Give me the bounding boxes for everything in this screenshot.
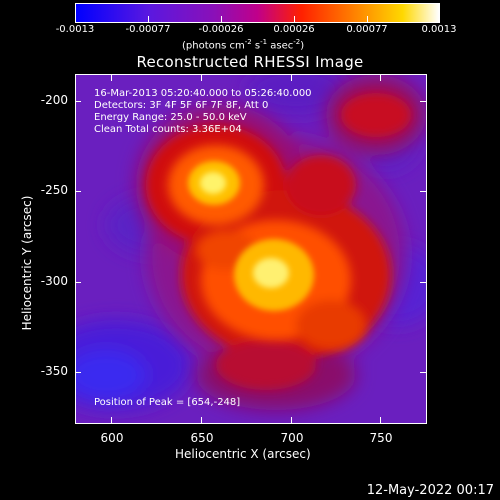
emission-map xyxy=(76,75,426,423)
info-time-range: 16-Mar-2013 05:20:40.000 to 05:26:40.000 xyxy=(94,88,312,99)
colorbar-tick-label: -0.00077 xyxy=(125,24,171,35)
x-axis-label: Heliocentric X (arcsec) xyxy=(175,447,311,461)
colorbar-tick-label: -0.00026 xyxy=(198,24,244,35)
colorbar-tick-label: 0.0013 xyxy=(421,24,457,35)
y-tick-label: -200 xyxy=(40,93,68,107)
info-energy-range: Energy Range: 25.0 - 50.0 keV xyxy=(94,112,247,123)
info-algorithm-counts: Clean Total counts: 3.36E+04 xyxy=(94,124,242,135)
colorbar xyxy=(75,3,440,23)
colorbar-gradient xyxy=(76,4,439,22)
y-tick-label: -250 xyxy=(40,183,68,197)
colorbar-tick-label: -0.0013 xyxy=(55,24,95,35)
x-tick-label: 750 xyxy=(369,431,393,445)
y-tick-label: -300 xyxy=(40,274,68,288)
peak-position: Position of Peak = [654,-248] xyxy=(94,397,241,408)
plot-title: Reconstructed RHESSI Image xyxy=(136,53,364,71)
colorbar-tick-label: 0.00026 xyxy=(273,24,315,35)
colorbar-unit-label: (photons cm-2 s-1 asec-2) xyxy=(182,38,305,52)
colorbar-tick-label: 0.00077 xyxy=(346,24,388,35)
x-tick-label: 600 xyxy=(100,431,124,445)
y-axis-label: Heliocentric Y (arcsec) xyxy=(20,195,34,331)
x-tick-label: 700 xyxy=(280,431,304,445)
plot-timestamp: 12-May-2022 00:17 xyxy=(366,483,494,498)
info-detectors: Detectors: 3F 4F 5F 6F 7F 8F, Att 0 xyxy=(94,100,269,111)
y-tick-label: -350 xyxy=(40,364,68,378)
x-tick-label: 650 xyxy=(190,431,214,445)
rhessi-image-plot: 16-Mar-2013 05:20:40.000 to 05:26:40.000… xyxy=(75,74,427,424)
